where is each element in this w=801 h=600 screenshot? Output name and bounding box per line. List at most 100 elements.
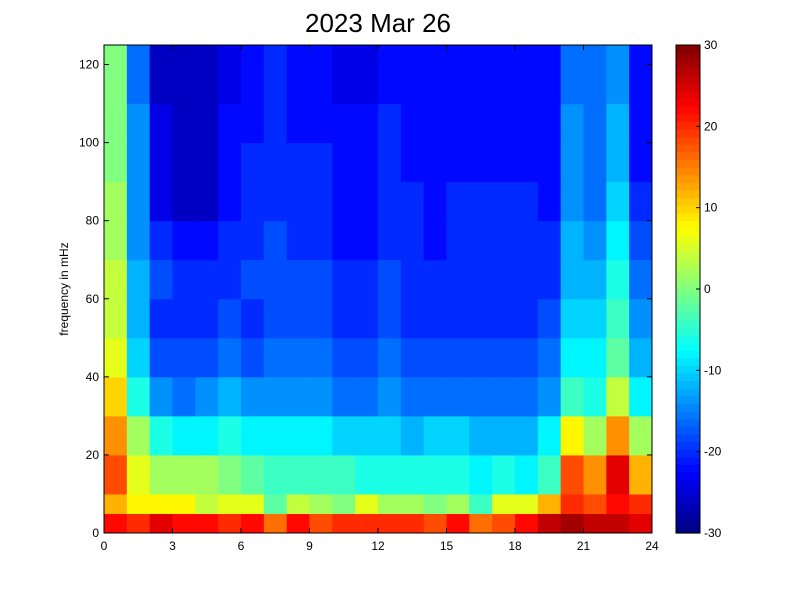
heatmap-cell xyxy=(560,298,584,339)
heatmap-cell xyxy=(355,259,379,300)
heatmap-cell xyxy=(195,298,219,339)
heatmap-cell xyxy=(126,220,151,261)
heatmap-cell xyxy=(492,142,516,183)
colorbar-step xyxy=(676,426,700,435)
heatmap-cell xyxy=(263,298,288,339)
heatmap-cell xyxy=(332,298,356,339)
heatmap-cell xyxy=(378,454,402,495)
heatmap-cell xyxy=(332,376,356,417)
heatmap-cell xyxy=(469,337,493,378)
heatmap-cell xyxy=(469,142,493,183)
colorbar-step xyxy=(676,52,700,61)
heatmap-cell xyxy=(104,298,128,339)
heatmap-cell xyxy=(560,45,584,105)
colorbar-step xyxy=(676,167,700,176)
heatmap-cell xyxy=(606,376,630,417)
heatmap-cell xyxy=(423,142,447,183)
heatmap-cell xyxy=(583,103,607,144)
colorbar xyxy=(676,45,700,534)
heatmap-cell xyxy=(104,454,128,495)
heatmap-cell xyxy=(446,376,470,417)
heatmap-cell xyxy=(126,493,151,514)
heatmap-cell xyxy=(309,454,333,495)
heatmap-cell xyxy=(606,220,630,261)
heatmap-cell xyxy=(583,142,607,183)
heatmap-cell xyxy=(195,103,219,144)
heatmap-cell xyxy=(263,415,288,456)
heatmap-cell xyxy=(241,513,265,534)
heatmap-cell xyxy=(309,493,333,514)
colorbar-step xyxy=(676,502,700,511)
colorbar-step xyxy=(676,311,700,321)
heatmap-cell xyxy=(195,454,219,495)
heatmap-cell xyxy=(263,337,288,378)
colorbar-step xyxy=(676,60,700,69)
heatmap-cell xyxy=(218,376,242,417)
heatmap-cell xyxy=(400,45,425,105)
heatmap-cell xyxy=(286,376,310,417)
heatmap-cell xyxy=(446,513,470,534)
heatmap-cell xyxy=(629,493,653,514)
heatmap-cell xyxy=(241,337,265,378)
heatmap-cell xyxy=(378,142,402,183)
colorbar-step xyxy=(676,144,700,153)
heatmap-cell xyxy=(241,181,265,222)
colorbar-step xyxy=(676,90,700,99)
colorbar-step xyxy=(676,189,700,199)
heatmap-cell xyxy=(218,298,242,339)
heatmap-cell xyxy=(423,259,447,300)
heatmap-cell xyxy=(515,298,539,339)
heatmap-cell xyxy=(606,181,630,222)
heatmap-cell xyxy=(515,376,539,417)
heatmap-cell xyxy=(400,103,425,144)
heatmap-cell xyxy=(195,415,219,456)
colorbar-step xyxy=(676,372,700,382)
heatmap-cell xyxy=(537,493,562,514)
heatmap-cell xyxy=(172,45,196,105)
colorbar-step xyxy=(676,45,700,54)
heatmap-cell xyxy=(629,220,653,261)
heatmap-cell xyxy=(126,376,151,417)
chart-title: 2023 Mar 26 xyxy=(305,8,451,38)
heatmap-cell xyxy=(218,415,242,456)
heatmap-cell xyxy=(378,45,402,105)
heatmap-cell xyxy=(537,142,562,183)
heatmap-cell xyxy=(104,259,128,300)
heatmap-cell xyxy=(218,103,242,144)
heatmap-cell xyxy=(195,337,219,378)
colorbar-step xyxy=(676,304,700,313)
heatmap-cell xyxy=(332,181,356,222)
heatmap-cell xyxy=(606,298,630,339)
heatmap-cell xyxy=(172,103,196,144)
heatmap-cell xyxy=(400,337,425,378)
heatmap-cell xyxy=(126,103,151,144)
heatmap-cell xyxy=(263,513,288,534)
heatmap-cell xyxy=(492,337,516,378)
heatmap-cell xyxy=(537,415,562,456)
heatmap-cell xyxy=(332,220,356,261)
colorbar-step xyxy=(676,441,700,450)
heatmap-cell xyxy=(172,298,196,339)
heatmap-cell xyxy=(515,103,539,144)
heatmap-cell xyxy=(172,513,196,534)
heatmap-cell xyxy=(126,259,151,300)
heatmap-cell xyxy=(126,513,151,534)
heatmap-cell xyxy=(515,513,539,534)
heatmap-cell xyxy=(332,103,356,144)
heatmap-cell xyxy=(263,376,288,417)
heatmap-cell xyxy=(583,454,607,495)
heatmap-cell xyxy=(423,513,447,534)
heatmap-cell xyxy=(400,415,425,456)
heatmap-cell xyxy=(104,376,128,417)
heatmap-cell xyxy=(583,181,607,222)
heatmap-cell xyxy=(355,493,379,514)
heatmap-cell xyxy=(309,181,333,222)
heatmap-cell xyxy=(560,415,584,456)
heatmap-cell xyxy=(515,45,539,105)
colorbar-step xyxy=(676,67,700,77)
heatmap-cell xyxy=(629,259,653,300)
heatmap-cell xyxy=(355,298,379,339)
colorbar-step xyxy=(676,525,700,534)
colorbar-step xyxy=(676,128,700,138)
heatmap-cell xyxy=(241,415,265,456)
